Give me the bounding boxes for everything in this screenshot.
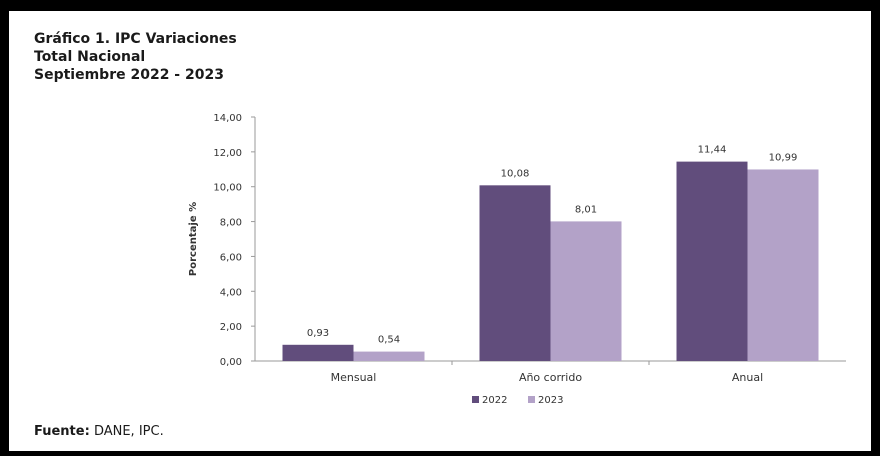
bar-2022-0 — [282, 344, 354, 361]
bar-2023-2 — [747, 169, 819, 361]
bar-2023-0 — [353, 351, 425, 361]
y-tick-label: 2,00 — [220, 322, 242, 333]
y-tick-label: 8,00 — [220, 218, 242, 229]
chart-title-block: Gráfico 1. IPC Variaciones Total Naciona… — [34, 30, 237, 84]
data-label: 0,93 — [307, 328, 329, 339]
y-tick-label: 12,00 — [213, 148, 242, 159]
y-tick-label: 14,00 — [213, 113, 242, 124]
data-label: 8,01 — [575, 204, 597, 215]
legend-swatch-2022 — [472, 396, 479, 403]
data-label: 11,44 — [698, 145, 727, 156]
x-category-label: Anual — [732, 371, 763, 384]
y-axis-title: Porcentaje % — [188, 202, 199, 276]
source-text: DANE, IPC. — [93, 424, 164, 439]
source-label: Fuente: — [34, 424, 90, 439]
bar-2022-1 — [479, 185, 551, 361]
y-tick-label: 10,00 — [213, 183, 242, 194]
legend-label-2022: 2022 — [482, 395, 507, 406]
data-label: 0,54 — [378, 335, 400, 346]
x-category-label: Mensual — [331, 371, 377, 384]
legend-label-2023: 2023 — [538, 395, 563, 406]
legend-swatch-2023 — [528, 396, 535, 403]
y-tick-label: 6,00 — [220, 252, 242, 263]
data-label: 10,99 — [769, 152, 798, 163]
y-tick-label: 4,00 — [220, 287, 242, 298]
chart-title: Gráfico 1. IPC Variaciones — [34, 31, 237, 47]
y-tick-label: 0,00 — [220, 357, 242, 368]
bar-2023-1 — [550, 221, 622, 361]
chart-period: Septiembre 2022 - 2023 — [34, 67, 224, 83]
chart-subtitle: Total Nacional — [34, 49, 146, 65]
data-label: 10,08 — [501, 168, 530, 179]
source-note: Fuente: DANE, IPC. — [34, 424, 164, 439]
bar-2022-2 — [676, 161, 748, 361]
x-category-label: Año corrido — [519, 371, 582, 384]
